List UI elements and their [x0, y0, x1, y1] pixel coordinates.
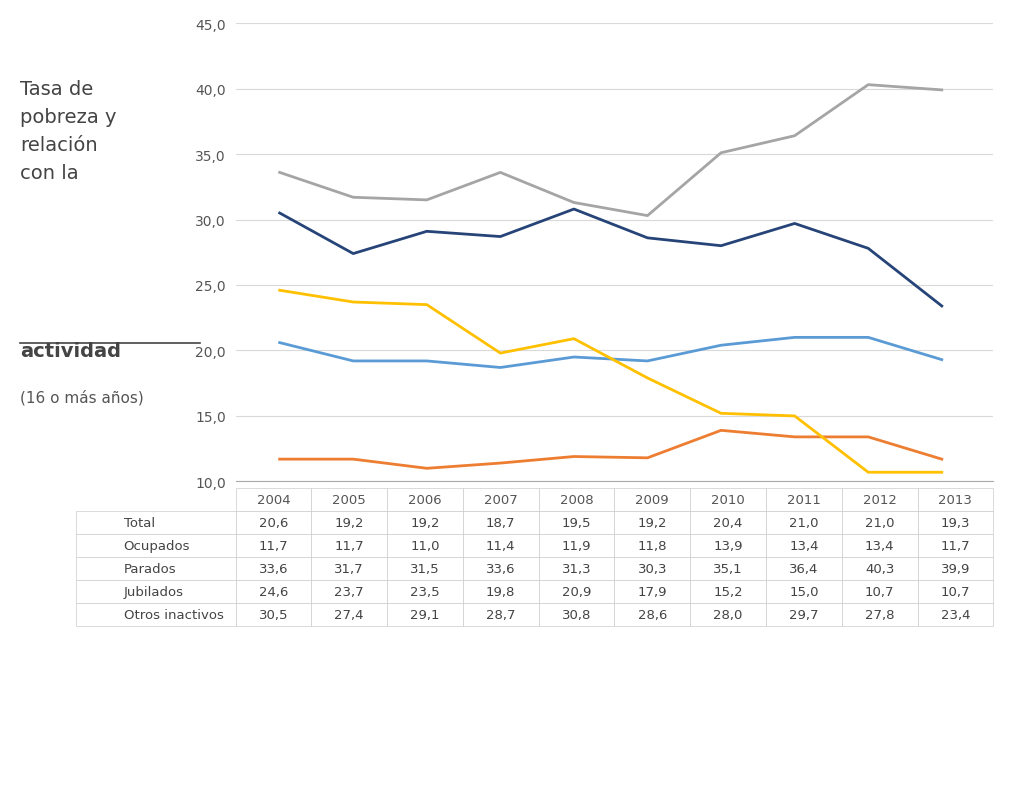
Point — [123, 564, 135, 573]
Point — [123, 518, 135, 528]
Point — [123, 609, 135, 619]
Point — [74, 609, 86, 619]
Point — [123, 586, 135, 596]
Text: Tasa de
pobreza y
relación
con la: Tasa de pobreza y relación con la — [20, 80, 117, 183]
Point — [74, 586, 86, 596]
Point — [74, 564, 86, 573]
Point — [123, 540, 135, 550]
Point — [74, 540, 86, 550]
Text: (16 o más años): (16 o más años) — [20, 389, 144, 405]
Text: actividad: actividad — [20, 341, 122, 361]
Point — [74, 518, 86, 528]
